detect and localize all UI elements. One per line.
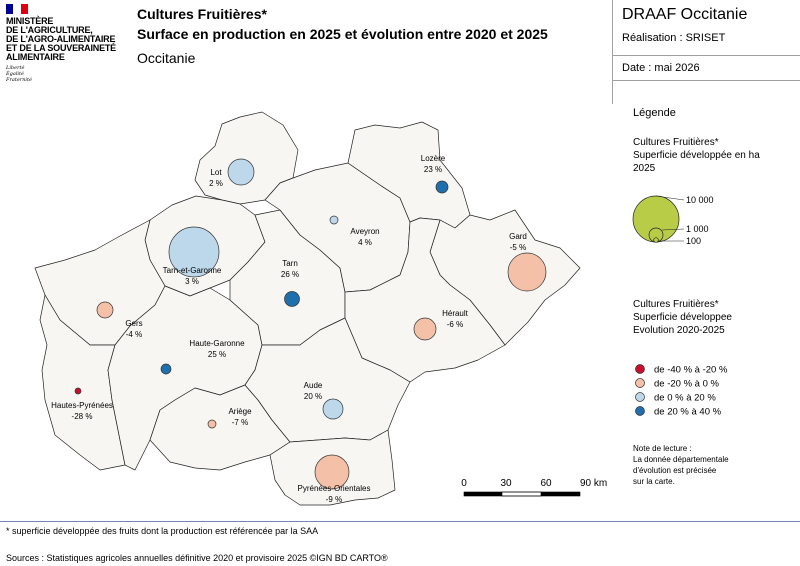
symbol-ariege [207,419,217,429]
symbol-herault [413,317,437,341]
department-name-label: Pyrénées-Orientales [298,484,371,493]
department-name-label: Lot [210,168,222,177]
symbol-aveyron [329,215,339,225]
color-legend-label: de -40 % à -20 % [654,365,728,376]
scale-label: 30 [500,478,512,489]
symbol-gard [507,252,547,292]
footnote: * superficie développée des fruits dont … [6,526,319,536]
department-evolution-label: -5 % [510,243,526,252]
size-legend: 10 000 1 000 100 [632,195,714,246]
department-evolution-label: -9 % [326,495,342,504]
scale-bar: 0 30 60 90 km [461,478,607,497]
footer-divider [0,521,800,522]
symbol-haute-garonne [160,363,172,375]
color-legend-label: de 0 % à 20 % [654,393,716,404]
department-name-label: Lozère [421,154,446,163]
size-legend-label: 1 000 [686,224,709,234]
reading-note: Note de lecture : La donnée départementa… [633,444,729,486]
department-evolution-label: 3 % [185,277,199,286]
organization-name: DRAAF Occitanie [622,6,748,23]
symbol-pyrenees-orientales [314,454,350,490]
department-evolution-label: 4 % [358,238,372,247]
symbol-hautes-pyrenees [74,387,82,395]
department-name-label: Gers [125,319,142,328]
size-legend-label: 100 [686,236,701,246]
color-legend-swatch [635,364,645,374]
department-hautes-pyrenees [39,294,126,471]
realisation-label: Réalisation : SRISET [622,32,726,44]
sources: Sources : Statistiques agricoles annuell… [6,553,388,563]
department-name-label: Hautes-Pyrénées [51,401,113,410]
symbol-aude [322,398,344,420]
department-name-label: Hérault [442,309,469,318]
department-evolution-label: -28 % [72,412,93,421]
proportional-symbols [74,158,547,490]
divider-line [613,55,800,56]
scale-label: 90 km [580,478,607,489]
department-name-label: Gard [509,232,527,241]
map-title: Cultures Fruitières* Surface en producti… [137,6,548,42]
ministry-logo: MINISTÈRE DE L'AGRICULTURE, DE L'AGRO-AL… [6,4,124,83]
symbol-lozere [435,180,449,194]
color-legend-swatch [635,406,645,416]
symbol-tarn [284,291,300,307]
department-evolution-label: 2 % [209,179,223,188]
size-legend-circle-100 [653,237,659,243]
color-legend-swatch [635,378,645,388]
size-legend-label: 10 000 [686,195,714,205]
department-evolution-label: 20 % [304,392,322,401]
department-name-label: Aude [304,381,323,390]
department-name-label: Ariège [228,407,252,416]
department-labels: Lot 2 % Lozère 23 % Aveyron 4 % Gard -5 % Tarn-e… [51,154,527,504]
department-evolution-label: 26 % [281,270,299,279]
symbol-lot [227,158,255,186]
department-evolution-label: 23 % [424,165,442,174]
department-evolution-label: -6 % [447,320,463,329]
department-herault [344,217,506,383]
color-legend: de -40 % à -20 % de -20 % à 0 % de 0 % à 2… [635,364,728,418]
scale-label: 0 [461,478,467,489]
divider-line [613,80,800,81]
size-legend-title: Cultures Fruitières* Superficie développ… [633,137,760,174]
scale-label: 60 [540,478,552,489]
ministry-name: MINISTÈRE DE L'AGRICULTURE, DE L'AGRO-AL… [6,16,116,62]
department-boundaries [34,111,581,506]
date-label: Date : mai 2026 [622,62,700,74]
department-evolution-label: -7 % [232,418,248,427]
color-legend-swatch [635,392,645,402]
color-legend-title: Cultures Fruitières* Superficie développ… [633,299,732,336]
department-evolution-label: -4 % [126,330,142,339]
department-aude [244,317,411,443]
color-legend-label: de -20 % à 0 % [654,379,720,390]
department-name-label: Aveyron [350,227,379,236]
department-name-label: Tarn [282,259,298,268]
republic-motto: Liberté Égalité Fraternité [6,65,32,83]
legend-title: Légende [633,107,676,119]
color-legend-label: de 20 % à 40 % [654,407,722,418]
department-lozere [347,121,471,229]
symbol-gers [96,301,114,319]
header-divider [612,0,613,104]
french-flag-icon [6,4,28,14]
symbol-tarn-et-garonne [168,226,220,278]
department-name-label: Haute-Garonne [189,339,245,348]
department-name-label: Tarn-et-Garonne [163,266,222,275]
region-name: Occitanie [137,50,196,66]
department-evolution-label: 25 % [208,350,226,359]
